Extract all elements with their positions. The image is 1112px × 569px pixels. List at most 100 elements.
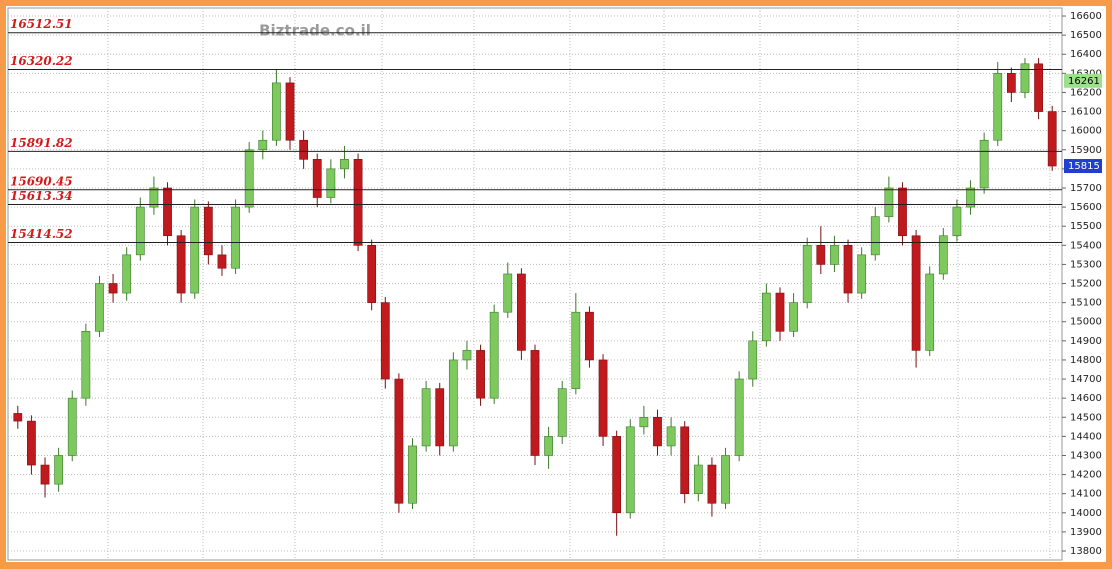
y-tick-label: 14900 [1070,336,1102,347]
candle-body [326,168,336,198]
candle-body [625,426,635,514]
y-tick-label: 14300 [1070,450,1102,461]
candle-body [380,302,390,380]
y-tick-label: 14100 [1070,489,1102,500]
candle-body [340,159,349,170]
y-tick-label: 14400 [1070,431,1102,442]
panel [6,6,1106,562]
price-tag-label: 15815 [1068,161,1100,172]
candle-body [54,455,64,485]
price-tag [1064,159,1102,174]
y-tick-label: 14600 [1070,393,1102,404]
level-label: 15613.34 [10,189,73,203]
y-tick-label: 15700 [1070,183,1102,194]
candle-body [27,420,36,466]
y-tick-label: 14800 [1070,355,1102,366]
candle-body [40,464,50,485]
candle-body [217,254,227,269]
candle-body [993,73,1003,141]
candle-body [231,206,240,269]
candle-body [653,416,662,447]
candle-body [190,206,200,294]
candle-body [1047,111,1057,167]
candle-body [285,82,295,141]
y-tick-label: 13900 [1070,527,1102,538]
candle-body [163,187,172,237]
candle-body [598,359,608,437]
y-tick-label: 15000 [1070,317,1102,328]
candle-body [1006,73,1016,93]
candle-body [13,413,23,422]
candle-body [802,245,812,303]
candle-body [830,245,839,265]
candle-body [299,139,309,160]
candle-body [979,139,989,189]
candle-body [843,245,853,294]
y-tick-label: 16100 [1070,107,1102,118]
level-label: 16512.51 [10,17,73,31]
level-label: 15891.82 [10,136,73,150]
y-tick-label: 14500 [1070,412,1102,423]
candle-body [448,359,458,447]
candle-body [81,330,91,399]
candle-body [571,311,581,389]
candle-body [394,378,404,504]
candle-body [1020,63,1030,93]
candle-body [557,388,567,437]
y-tick-label: 14000 [1070,508,1102,519]
candle-body [122,254,132,294]
candle-body [721,455,730,504]
candle-body [408,445,417,504]
y-tick-label: 15200 [1070,279,1102,290]
y-tick-label: 13800 [1070,546,1102,557]
y-tick-label: 15500 [1070,221,1102,232]
candle-body [938,235,948,275]
candle-body [585,311,594,361]
candle-body [666,426,676,447]
candle-body [966,187,975,208]
candle-body [244,149,254,208]
y-tick-label: 15900 [1070,145,1102,156]
candle-body [67,397,77,456]
y-tick-label: 16500 [1070,30,1102,41]
candle-body [517,273,526,351]
watermark: Biztrade.co.il [259,22,371,40]
candle-body [203,206,213,256]
y-tick-label: 16400 [1070,49,1102,60]
candle-body [884,187,894,217]
y-tick-label: 14200 [1070,470,1102,481]
candle-body [857,254,867,294]
candle-body [680,426,690,494]
candle-body [925,273,935,351]
candle-body [108,283,118,294]
candle-body [734,378,744,456]
candle-body [707,464,717,504]
y-tick-label: 16600 [1070,11,1102,22]
candle-body [870,216,880,256]
level-label: 15414.52 [10,227,73,241]
level-label: 15690.45 [10,174,73,188]
y-tick-label: 14700 [1070,374,1102,385]
candle-body [135,206,145,256]
candle-body [312,159,322,198]
candle-body [761,292,771,342]
candle-body [911,235,921,351]
candle-body [503,273,513,313]
candle-body [816,245,826,265]
y-tick-label: 16200 [1070,87,1102,98]
candle-body [462,350,472,361]
y-tick-label: 15100 [1070,298,1102,309]
y-tick-label: 15300 [1070,259,1102,270]
candle-body [789,302,798,332]
level-label: 16320.22 [10,54,73,68]
candle-body [544,436,553,456]
candle-body [95,283,104,332]
candle-body [639,416,649,428]
candle-body [489,311,499,399]
candle-body [476,350,485,399]
y-tick-label: 15400 [1070,240,1102,251]
candle-body [898,187,907,237]
candle-body [421,388,431,447]
candle-body [1034,63,1043,112]
